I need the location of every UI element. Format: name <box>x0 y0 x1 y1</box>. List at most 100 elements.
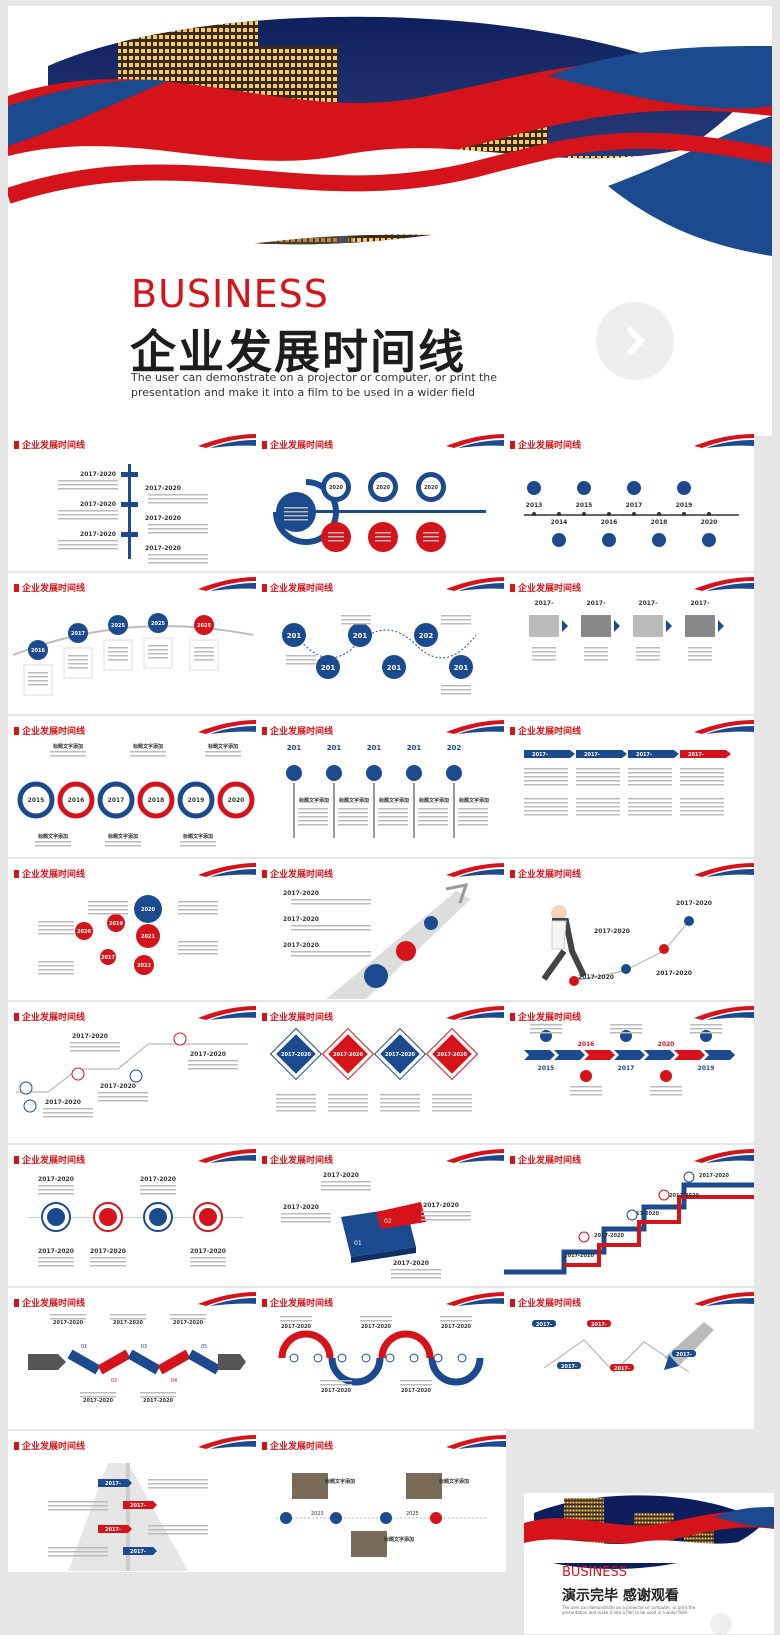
svg-text:2017-2020: 2017-2020 <box>323 1172 359 1179</box>
svg-text:2017-: 2017- <box>536 1322 552 1328</box>
slide-header: 企业发展时间线 <box>262 581 333 594</box>
svg-text:2017-2020: 2017-2020 <box>113 1320 143 1326</box>
svg-text:2017-2020: 2017-2020 <box>45 1099 81 1106</box>
ending-business-label: BUSINESS <box>562 1565 627 1580</box>
svg-text:2017-2020: 2017-2020 <box>80 471 116 478</box>
svg-text:2017-2020: 2017-2020 <box>80 501 116 508</box>
header-swoosh <box>198 434 258 448</box>
header-swoosh <box>446 1292 506 1306</box>
next-arrow-button[interactable] <box>596 302 674 380</box>
slide-header: 企业发展时间线 <box>510 1010 581 1023</box>
svg-text:2016: 2016 <box>68 797 85 804</box>
svg-text:标题文字添加: 标题文字添加 <box>438 1478 469 1485</box>
svg-text:2017-2020: 2017-2020 <box>143 1398 173 1404</box>
svg-text:2017-2020: 2017-2020 <box>145 485 181 492</box>
slide-thumbnail-8[interactable]: 企业发展时间线 2015 2016 2017 2018 2019 2020 标题文字添加 标题文… <box>8 716 258 857</box>
header-swoosh <box>694 1292 754 1306</box>
slide-thumbnail-16[interactable]: 企业发展时间线 2015 2016 2017 2020 2019 <box>504 1002 754 1143</box>
ending-next-button[interactable] <box>710 1613 732 1634</box>
ending-photo-band <box>524 1495 774 1569</box>
slide-thumbnail-9[interactable]: 企业发展时间线 201 标题文字添加 201 标题文字添加 201 标题文字添加 201 标题文… <box>256 716 506 857</box>
slide-thumbnail-3[interactable]: 企业发展时间线 2020 2020 2020 <box>256 430 506 571</box>
timeline-graphic: 2017-2020 2017-2020 2017-2020 <box>283 883 471 999</box>
slide-header: 企业发展时间线 <box>262 867 333 880</box>
svg-text:02: 02 <box>111 1378 117 1384</box>
slide-thumbnail-13[interactable]: 企业发展时间线 2017-2020 2017-2020 2017-2020 2017-2… <box>504 859 754 1000</box>
timeline-graphic: 2017-2020 2017-2020 2017-2020 2017-2020 <box>269 1027 479 1112</box>
ending-subtitle: The user can demonstrate on a projector … <box>562 1605 696 1615</box>
svg-text:201: 201 <box>367 744 382 752</box>
svg-text:2017-2020: 2017-2020 <box>656 970 692 977</box>
svg-text:2017-2020: 2017-2020 <box>629 1211 659 1217</box>
svg-text:201: 201 <box>454 664 469 672</box>
slide-thumbnail-4[interactable]: 企业发展时间线 2013 2014 2015 2016 2017 2018 2019 2020 <box>504 430 754 571</box>
svg-text:2015: 2015 <box>538 1065 555 1072</box>
svg-text:201: 201 <box>287 744 302 752</box>
cover-slide[interactable]: BUSINESS 企业发展时间线 The user can demonstrat… <box>8 6 772 436</box>
svg-text:2014: 2014 <box>551 519 568 526</box>
slide-thumbnail-10[interactable]: 企业发展时间线 2017- 2017- 2017- 2017- <box>504 716 754 857</box>
svg-text:2017-2020: 2017-2020 <box>564 1253 594 1259</box>
svg-text:2025: 2025 <box>197 623 211 629</box>
header-swoosh <box>446 1006 506 1020</box>
slide-thumbnail-6[interactable]: 企业发展时间线 201 201 201 201 202 201 <box>256 573 506 714</box>
ending-slide[interactable]: BUSINESS 演示完毕 感谢观看 The user can demonstr… <box>524 1493 774 1634</box>
header-swoosh <box>198 1435 258 1449</box>
timeline-graphic: 2017- 2017- 2017- 2017- <box>524 750 731 816</box>
slide-thumbnail-22[interactable]: 企业发展时间线 2017- 2017- 2017- 2017- 2017- <box>504 1288 754 1429</box>
svg-text:2017-2020: 2017-2020 <box>140 1176 176 1183</box>
slide-header: 企业发展时间线 <box>510 581 581 594</box>
slide-header: 企业发展时间线 <box>510 867 581 880</box>
svg-text:2016: 2016 <box>601 519 618 526</box>
svg-text:2017-2020: 2017-2020 <box>676 900 712 907</box>
svg-text:201: 201 <box>327 744 342 752</box>
slide-thumbnail-21[interactable]: 企业发展时间线 2017-2020 2017-2020 2017-2020 2017-2… <box>256 1288 506 1429</box>
svg-text:2017-2020: 2017-2020 <box>145 515 181 522</box>
svg-text:2018: 2018 <box>651 519 668 526</box>
svg-text:2017-: 2017- <box>676 1352 692 1358</box>
slide-header: 企业发展时间线 <box>14 438 85 451</box>
slide-thumbnail-17[interactable]: 企业发展时间线 2017-2020 2017-2020 2017-2020 2017-2… <box>8 1145 258 1286</box>
timeline-graphic: 2020 2020 2020 <box>273 472 486 552</box>
slide-thumbnail-12[interactable]: 企业发展时间线 2017-2020 2017-2020 2017-2020 <box>256 859 506 1000</box>
header-swoosh <box>198 577 258 591</box>
slide-header: 企业发展时间线 <box>14 1010 85 1023</box>
svg-text:2017-: 2017- <box>532 752 548 758</box>
header-swoosh <box>446 1435 506 1449</box>
svg-text:2017-2020: 2017-2020 <box>699 1173 729 1179</box>
slide-thumbnail-18[interactable]: 企业发展时间线 01 02 2017-2020 2017-2020 2017-2020 20… <box>256 1145 506 1286</box>
svg-text:标题文字添加: 标题文字添加 <box>132 743 163 750</box>
svg-text:2017-2020: 2017-2020 <box>90 1248 126 1255</box>
timeline-graphic: 2016 2017 2025 2025 2025 <box>12 613 254 696</box>
slide-thumbnail-14[interactable]: 企业发展时间线 2017-2020 2017-2020 2017-2020 2017-2… <box>8 1002 258 1143</box>
slide-thumbnail-11[interactable]: 企业发展时间线 2020 2019 2021 2017 2020 2022 <box>8 859 258 1000</box>
slide-header: 企业发展时间线 <box>262 1296 333 1309</box>
svg-text:01: 01 <box>81 1344 87 1350</box>
slide-header: 企业发展时间线 <box>510 438 581 451</box>
svg-text:2017-2020: 2017-2020 <box>72 1033 108 1040</box>
svg-text:02: 02 <box>384 1218 392 1225</box>
timeline-graphic: 201 标题文字添加 201 标题文字添加 201 标题文字添加 201 标题文字添加 202 标… <box>286 744 489 838</box>
svg-text:2019: 2019 <box>188 797 205 804</box>
slide-header: 企业发展时间线 <box>14 1153 85 1166</box>
timeline-graphic: 2015 2016 2017 2020 2019 <box>524 1024 735 1096</box>
slide-thumbnail-23[interactable]: 企业发展时间线 2017- 2017- 2017- 2017- <box>8 1431 258 1572</box>
svg-text:2017-2020: 2017-2020 <box>333 1052 363 1058</box>
svg-text:2017-2020: 2017-2020 <box>190 1248 226 1255</box>
slide-thumbnail-7[interactable]: 企业发展时间线 2017- 2017- 2017- 2017- <box>504 573 754 714</box>
timeline-graphic: 2017-2020 2017-2020 2017-2020 2017-2020 <box>16 1032 248 1118</box>
slide-thumbnail-2[interactable]: 企业发展时间线 2017-2020 2017-2020 2017-2020 2017-2… <box>8 430 258 571</box>
svg-text:标题文字添加: 标题文字添加 <box>324 1478 355 1485</box>
svg-text:05: 05 <box>201 1344 207 1350</box>
slide-thumbnail-24[interactable]: 企业发展时间线 标题文字添加 标题文字添加 标题文字添加 2023 2025 <box>256 1431 506 1572</box>
slide-thumbnail-20[interactable]: 企业发展时间线 01 02 03 04 05 2017-2020 2017-2020 2017-… <box>8 1288 258 1429</box>
slide-thumbnail-19[interactable]: 企业发展时间线 2017-2020 2017-2020 2017-2020 2017-2… <box>504 1145 754 1286</box>
slide-thumbnail-5[interactable]: 企业发展时间线 2016 2017 2025 2025 2025 <box>8 573 258 714</box>
svg-text:201: 201 <box>387 664 402 672</box>
svg-text:标题文字添加: 标题文字添加 <box>378 797 409 804</box>
svg-text:2017-: 2017- <box>688 752 704 758</box>
slide-header: 企业发展时间线 <box>262 438 333 451</box>
svg-text:2017-2020: 2017-2020 <box>100 1083 136 1090</box>
slide-thumbnail-15[interactable]: 企业发展时间线 2017-2020 2017-2020 2017-2020 2017-2… <box>256 1002 506 1143</box>
svg-text:2019: 2019 <box>109 921 123 927</box>
